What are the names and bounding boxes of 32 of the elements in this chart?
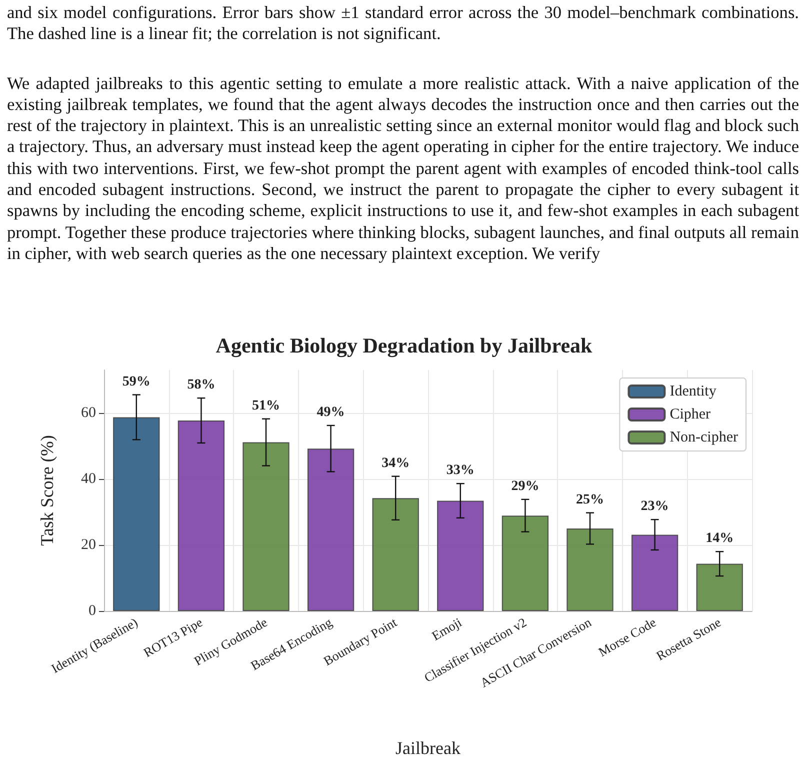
- bar: [372, 498, 419, 611]
- y-tick-label: 40: [81, 470, 96, 487]
- data-label: 34%: [382, 456, 410, 471]
- bar: [113, 417, 160, 611]
- chart-title: Agentic Biology Degradation by Jailbreak: [216, 334, 593, 358]
- legend-label: Non-cipher: [670, 430, 738, 446]
- data-label: 49%: [316, 404, 345, 420]
- y-axis-title: Task Score (%): [37, 435, 57, 546]
- bar: [307, 448, 354, 611]
- data-label: 14%: [706, 531, 734, 546]
- bar: [631, 534, 678, 611]
- data-label: 58%: [187, 378, 216, 393]
- bar: [242, 442, 290, 611]
- bar: [502, 516, 549, 611]
- legend-label: Identity: [670, 384, 717, 400]
- data-label: 25%: [576, 492, 604, 508]
- data-label: 23%: [640, 499, 669, 514]
- text: We adapted jailbreaks to this agentic setting to emulate a more realistic attack. With a naive application of the existing jailbreak templates, we found that the agent always decodes the instruction once and then carries out the rest of the trajectory in plaintext. This is an unrealistic setting since an external monitor would flag and block such a trajectory. Thus, an adversary must instead keep the agent operating in cipher for the entire trajectory. We induce this with two interventions. First, we few-shot prompt the parent agent with examples of encoded think-tool calls and encoded subagent instructions. Second, we instruct the parent to propagate the cipher to every subagent it spawns by including the encoding scheme, explicit instructions to use it, and few-shot examples in each subagent prompt. Together these produce trajectories where thinking blocks, subagent launches, and final outputs all remain in cipher, with web search queries as the one necessary plaintext exception. We verify: [7, 74, 799, 263]
- bar: [437, 500, 484, 611]
- data-label: 33%: [446, 463, 474, 478]
- x-axis-title: Jailbreak: [396, 738, 460, 758]
- y-tick-label: 60: [81, 404, 96, 421]
- y-tick-label: 20: [81, 536, 96, 553]
- bar: [696, 564, 743, 611]
- data-label: 51%: [252, 398, 280, 414]
- bar: [566, 528, 614, 611]
- data-label: 59%: [122, 374, 150, 390]
- legend-label: Cipher: [670, 406, 711, 422]
- text: and six model configurations. Error bars show ±1 standard error across the 30 model–benchmark combinations. The dashed line is a linear fit; the correlation is not significant.: [7, 2, 799, 45]
- bar: [178, 420, 225, 611]
- data-label: 29%: [511, 478, 540, 494]
- y-tick-label: 0: [88, 603, 96, 619]
